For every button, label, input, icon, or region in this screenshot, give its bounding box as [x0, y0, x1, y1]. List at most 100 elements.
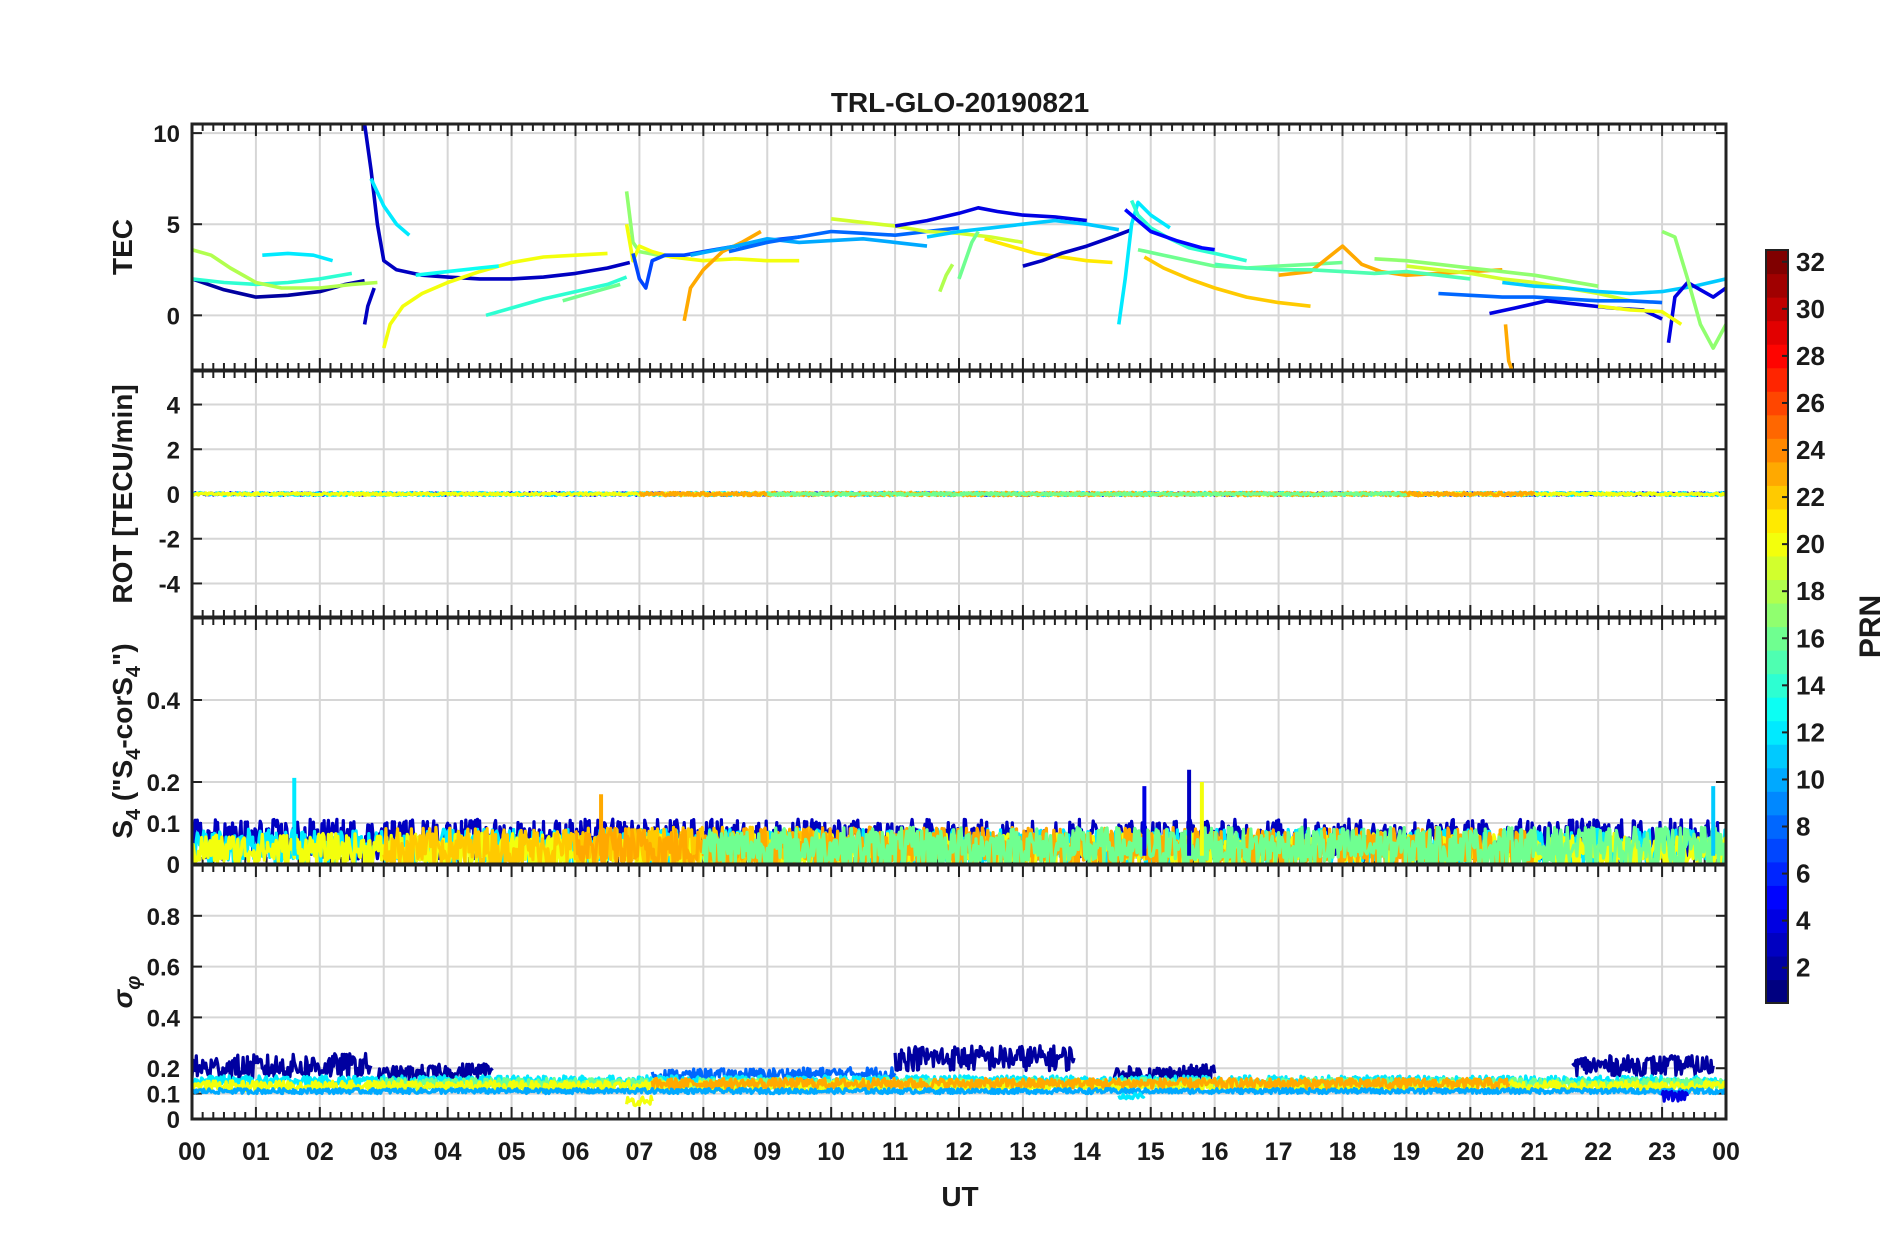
series-line-prn-3: [362, 124, 631, 281]
x-tick-label: 01: [242, 1138, 270, 1166]
series-line-prn-10: [192, 1086, 1726, 1096]
series-line-prn-3: [1022, 228, 1133, 268]
colorbar-segment: [1766, 767, 1788, 792]
y-axis-label-rot: ROT [TECU/min]: [107, 384, 138, 603]
x-tick-label: 10: [817, 1138, 845, 1166]
series-line-prn-12: [262, 251, 334, 263]
y-tick-label: 0: [167, 1107, 180, 1134]
colorbar-segment: [1766, 555, 1788, 581]
colorbar-tick-label: 32: [1796, 247, 1825, 277]
series-group: [192, 1044, 1726, 1108]
x-tick-label: 15: [1137, 1138, 1165, 1166]
x-tick-label: 03: [370, 1138, 398, 1166]
colorbar-tick-label: 22: [1796, 482, 1825, 512]
y-tick-label: 4: [167, 393, 181, 420]
series-line-prn-14: [192, 271, 353, 287]
colorbar-tick-label: 10: [1796, 764, 1825, 794]
y-axis-label-s4: S4 ("S4-corS4"): [107, 643, 145, 838]
x-tick-label: 00: [178, 1138, 206, 1166]
x-tick-label: 08: [689, 1138, 717, 1166]
y-tick-label: 2: [167, 437, 180, 464]
series-line-prn-11: [926, 218, 1120, 239]
colorbar-tick-label: 26: [1796, 388, 1825, 418]
colorbar-tick-label: 4: [1796, 906, 1811, 936]
y-tick-label: 0.4: [147, 1005, 181, 1032]
series-line-prn-16: [957, 230, 980, 280]
x-axis: 00 01 02 03 04 05 06 07 08 09 10 11 12 13 14 15 16 17 18 19…: [178, 1138, 1740, 1166]
y-tick-label: 0: [167, 303, 180, 330]
series-line-prn-21: [984, 237, 1113, 265]
series-line-prn-2: [376, 1062, 494, 1086]
x-tick-label: 16: [1201, 1138, 1229, 1166]
panel-s4: 0 0.1 0.2 0.4S4 ("S4-corS4"): [107, 616, 1728, 879]
x-tick-label: 23: [1648, 1138, 1676, 1166]
colorbar-segment: [1766, 438, 1788, 463]
y-tick-label: 10: [153, 121, 180, 148]
colorbar-segment: [1766, 697, 1788, 722]
series-line-prn-12: [1117, 200, 1171, 325]
x-tick-label: 20: [1456, 1138, 1484, 1166]
colorbar-tick-label: 2: [1796, 953, 1810, 983]
colorbar-segment: [1766, 979, 1788, 1004]
colorbar-segment: [1766, 297, 1788, 322]
colorbar-tick-label: 28: [1796, 341, 1825, 371]
y-tick-label: 0: [167, 482, 180, 509]
colorbar-segment: [1766, 273, 1788, 298]
series-line-prn-17: [1661, 229, 1726, 350]
x-tick-label: 12: [945, 1138, 973, 1166]
series-line-prn-4: [1666, 280, 1726, 343]
x-tick-label: 07: [626, 1138, 654, 1166]
series-line-prn-4: [1660, 1089, 1690, 1103]
colorbar-segment: [1766, 579, 1788, 604]
colorbar-segment: [1766, 955, 1788, 981]
series-line-prn-10: [690, 237, 928, 257]
series-line-prn-22: [1143, 255, 1311, 308]
series-line-prn-16: [562, 282, 621, 303]
y-axis-label-sigma_phi: σφ: [107, 976, 145, 1009]
series-line-prn-18: [192, 247, 378, 290]
colorbar-segment: [1766, 908, 1788, 934]
y-axis-label-tec: TEC: [107, 219, 138, 275]
colorbar-tick-label: 24: [1796, 435, 1825, 465]
colorbar-tick-label: 12: [1796, 717, 1825, 747]
x-tick-label: 04: [434, 1138, 462, 1166]
colorbar-tick-label: 18: [1796, 576, 1825, 606]
colorbar-tick-label: 8: [1796, 812, 1810, 842]
colorbar-segment: [1766, 838, 1788, 863]
colorbar-segment: [1766, 861, 1788, 886]
colorbar-segment: [1766, 414, 1788, 439]
x-tick-label: 09: [753, 1138, 781, 1166]
series-line-prn-13: [415, 264, 499, 277]
series-line-prn-14: [485, 275, 628, 318]
colorbar-tick-label: 14: [1796, 670, 1825, 700]
x-tick-label: 14: [1073, 1138, 1101, 1166]
colorbar-segment: [1766, 344, 1788, 369]
colorbar-tick-label: 30: [1796, 294, 1825, 324]
colorbar-tick-label: 20: [1796, 529, 1825, 559]
series-line-prn-12: [1117, 1092, 1146, 1101]
series-line-prn-2: [893, 1044, 1076, 1073]
colorbar-segment: [1766, 673, 1788, 698]
series-line-prn-23: [1503, 324, 1514, 370]
series-line-prn-20: [382, 251, 608, 349]
x-tick-label: 21: [1520, 1138, 1548, 1166]
series-line-prn-12: [369, 177, 411, 237]
y-tick-label: 0.6: [147, 955, 180, 982]
colorbar-segment: [1766, 791, 1788, 816]
colorbar-segment: [1766, 320, 1788, 345]
colorbar-segment: [1766, 367, 1788, 392]
x-tick-label: 13: [1009, 1138, 1037, 1166]
colorbar-segment: [1766, 532, 1788, 557]
colorbar-segment: [1766, 744, 1788, 769]
colorbar-segment: [1766, 250, 1788, 275]
series-line-prn-17: [1374, 257, 1599, 288]
y-tick-label: 0.2: [147, 770, 180, 797]
y-tick-label: 0.1: [147, 811, 180, 838]
x-tick-label: 00: [1712, 1138, 1740, 1166]
colorbar-segment: [1766, 720, 1788, 745]
colorbar-segment: [1766, 650, 1788, 675]
x-tick-label: 06: [562, 1138, 590, 1166]
